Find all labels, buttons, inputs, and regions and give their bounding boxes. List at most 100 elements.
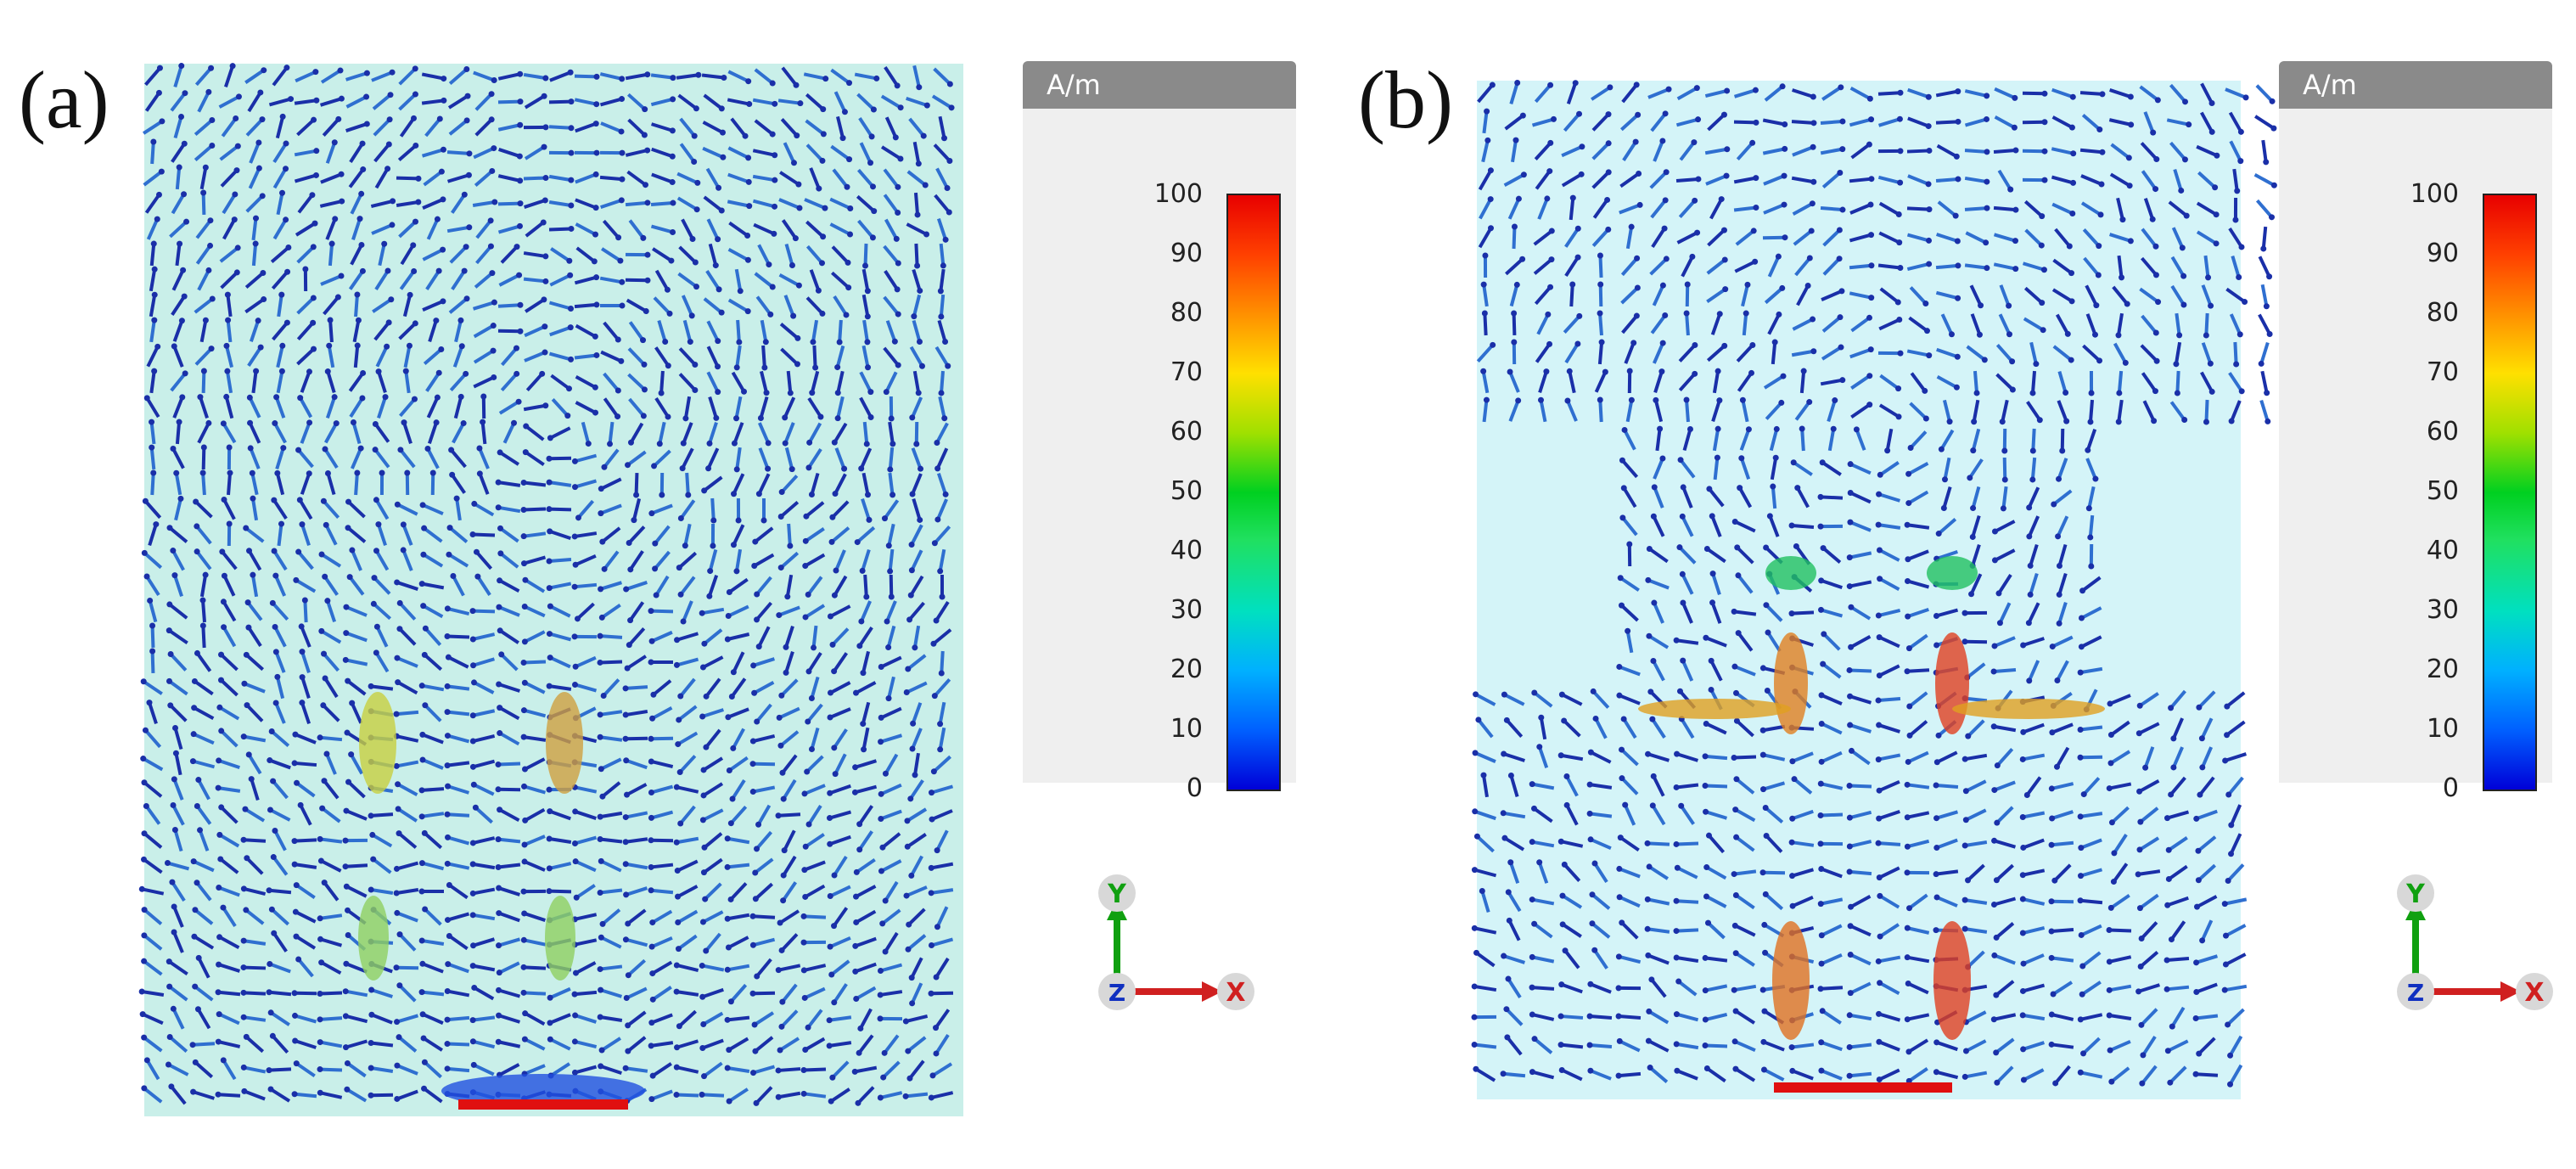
field-arrow-head bbox=[1634, 255, 1641, 261]
field-arrow-head bbox=[2223, 932, 2230, 939]
field-arrow bbox=[706, 447, 720, 469]
field-arrow-head bbox=[819, 157, 826, 164]
field-arrow bbox=[1762, 724, 1786, 733]
field-arrow-head bbox=[733, 568, 740, 575]
field-arrow bbox=[498, 808, 520, 822]
field-arrow bbox=[1995, 863, 2014, 882]
field-arrow bbox=[396, 200, 419, 207]
field-arrow bbox=[2079, 725, 2103, 732]
field-arrow-head bbox=[279, 113, 286, 120]
field-arrow bbox=[2051, 722, 2074, 734]
field-arrow-head bbox=[345, 525, 351, 531]
field-arrow-head bbox=[1810, 93, 1816, 100]
field-arrow bbox=[523, 531, 547, 538]
field-arrow-head bbox=[567, 324, 574, 331]
field-arrow bbox=[811, 319, 819, 343]
field-arrow-head bbox=[1906, 732, 1913, 739]
field-arrow bbox=[912, 268, 922, 292]
field-arrow bbox=[938, 115, 946, 139]
field-arrow-head bbox=[790, 312, 797, 319]
field-arrow-head bbox=[396, 982, 403, 989]
field-arrow-head bbox=[827, 714, 833, 721]
field-arrow-head bbox=[1529, 984, 1535, 991]
field-arrow-head bbox=[234, 143, 241, 149]
field-arrow-head bbox=[373, 548, 379, 554]
field-arrow-head bbox=[571, 458, 578, 464]
field-arrow-head bbox=[195, 777, 202, 784]
field-arrow-head bbox=[520, 936, 527, 943]
field-arrow-head bbox=[1733, 717, 1740, 724]
field-arrow-head bbox=[1519, 256, 1526, 262]
field-arrow-head bbox=[2137, 963, 2144, 969]
field-arrow bbox=[1647, 897, 1670, 906]
field-arrow bbox=[192, 1090, 216, 1100]
field-arrow bbox=[2088, 399, 2095, 423]
field-arrow bbox=[549, 986, 571, 1000]
field-arrow-head bbox=[2048, 898, 2055, 905]
field-arrow bbox=[374, 651, 390, 673]
field-arrow-head bbox=[490, 323, 497, 329]
field-arrow-head bbox=[1846, 1043, 1853, 1050]
field-arrow bbox=[2227, 776, 2244, 796]
field-arrow bbox=[784, 626, 794, 648]
field-arrow-head bbox=[718, 105, 725, 112]
field-arrow bbox=[676, 1093, 699, 1098]
field-arrow bbox=[476, 576, 491, 596]
field-arrow-head bbox=[1817, 812, 1824, 818]
field-arrow-head bbox=[396, 1034, 402, 1041]
field-arrow bbox=[1676, 86, 1698, 101]
field-arrow-head bbox=[497, 577, 503, 584]
field-arrow bbox=[1648, 547, 1669, 564]
field-arrow bbox=[752, 734, 776, 743]
field-arrow bbox=[1620, 256, 1639, 277]
field-arrow bbox=[1907, 981, 1929, 995]
field-arrow-head bbox=[1999, 419, 2006, 425]
field-arrow-head bbox=[1648, 976, 1655, 983]
field-arrow bbox=[1877, 753, 1901, 762]
field-arrow bbox=[2140, 344, 2158, 363]
field-arrow-head bbox=[782, 440, 789, 447]
field-arrow-head bbox=[2050, 991, 2057, 998]
field-arrow bbox=[446, 225, 470, 233]
field-arrow bbox=[2143, 111, 2155, 133]
field-arrow-head bbox=[273, 394, 280, 401]
field-arrow bbox=[1993, 1013, 2017, 1021]
tick-label: 50 bbox=[1170, 476, 1203, 506]
field-arrow-head bbox=[2212, 184, 2219, 191]
field-arrow bbox=[1653, 399, 1664, 423]
field-arrow bbox=[627, 373, 646, 391]
field-arrow-head bbox=[1894, 299, 1901, 306]
field-arrow-head bbox=[573, 969, 580, 976]
field-arrow-head bbox=[1705, 832, 1712, 839]
field-arrow bbox=[935, 167, 949, 189]
field-arrow-head bbox=[890, 441, 896, 447]
current-hotspot bbox=[546, 692, 583, 794]
field-arrow bbox=[323, 422, 339, 444]
field-arrow bbox=[881, 908, 901, 925]
field-arrow-head bbox=[808, 492, 815, 498]
field-arrow bbox=[2110, 720, 2130, 737]
field-arrow-head bbox=[1961, 842, 1968, 849]
field-arrow bbox=[1531, 955, 1555, 964]
field-arrow bbox=[1685, 312, 1690, 336]
field-arrow-head bbox=[1788, 610, 1795, 617]
field-arrow-head bbox=[369, 831, 376, 838]
field-arrow bbox=[862, 319, 869, 343]
field-arrow-head bbox=[944, 185, 951, 192]
field-arrow-head bbox=[648, 1020, 655, 1026]
field-arrow bbox=[754, 119, 774, 136]
field-arrow bbox=[729, 983, 748, 1003]
field-arrow-head bbox=[1546, 340, 1553, 347]
field-arrow-head bbox=[488, 91, 495, 98]
field-arrow bbox=[224, 396, 234, 419]
field-arrow bbox=[1619, 576, 1640, 592]
field-arrow bbox=[423, 1087, 443, 1104]
field-arrow bbox=[2169, 1065, 2187, 1084]
field-arrow bbox=[1474, 1067, 1496, 1082]
field-arrow bbox=[651, 503, 673, 515]
field-arrow bbox=[833, 422, 848, 444]
field-arrow-head bbox=[2176, 332, 2183, 339]
field-arrow bbox=[1995, 1065, 2014, 1084]
field-arrow bbox=[295, 781, 316, 798]
field-arrow-head bbox=[279, 189, 286, 196]
